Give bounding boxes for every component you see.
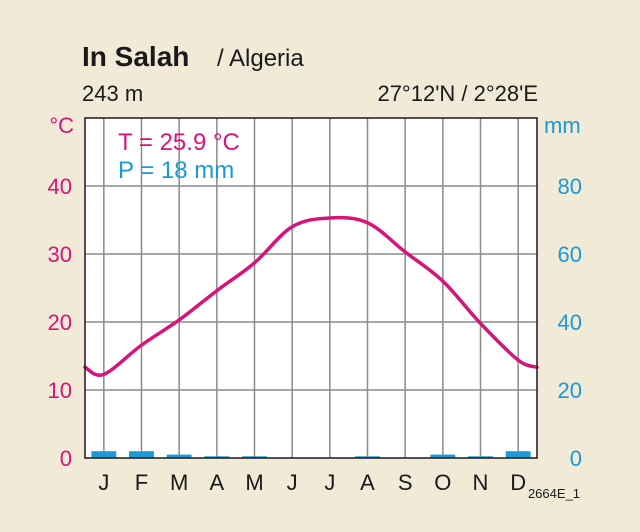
y-tick-left: 10 (48, 378, 72, 403)
country-name: / Algeria (217, 45, 304, 72)
precipitation-bar (204, 456, 230, 458)
y-tick-right: 40 (558, 310, 582, 335)
x-tick-month: S (398, 470, 413, 495)
temperature-line (83, 215, 539, 377)
y-tick-right: 80 (558, 174, 582, 199)
x-tick-month: N (473, 470, 489, 495)
chart-code: 2664E_1 (528, 486, 580, 501)
y-axis-left: 0 10 20 30 40 (48, 174, 72, 471)
coordinates: 27°12'N / 2°28'E (377, 81, 538, 106)
x-tick-month: A (209, 470, 224, 495)
x-tick-month: O (434, 470, 451, 495)
x-tick-month: J (98, 470, 109, 495)
total-precipitation-annotation: P = 18 mm (118, 157, 234, 184)
y-axis-right-unit: mm (544, 113, 581, 138)
x-tick-month: F (135, 470, 148, 495)
y-axis-right: 0 20 40 60 80 (558, 174, 582, 471)
x-tick-month: M (170, 470, 188, 495)
precipitation-bars (91, 451, 531, 458)
y-axis-left-unit: °C (49, 113, 74, 138)
elevation: 243 m (82, 81, 143, 106)
y-tick-left: 30 (48, 242, 72, 267)
precipitation-bar (468, 456, 493, 458)
y-tick-right: 60 (558, 242, 582, 267)
x-tick-month: J (287, 470, 298, 495)
x-tick-month: J (324, 470, 335, 495)
precipitation-bar (129, 451, 154, 458)
grid (85, 118, 537, 458)
y-tick-left: 0 (60, 446, 72, 471)
precipitation-bar (505, 451, 531, 458)
precipitation-bar (91, 451, 117, 458)
precipitation-bar (166, 454, 192, 458)
y-tick-right: 0 (570, 446, 582, 471)
y-tick-left: 20 (48, 310, 72, 335)
y-tick-right: 20 (558, 378, 582, 403)
plot-frame (84, 117, 538, 459)
x-tick-month: A (360, 470, 375, 495)
precipitation-bar (355, 456, 380, 458)
mean-temperature-annotation: T = 25.9 °C (118, 129, 240, 156)
plot-background (85, 118, 537, 458)
precipitation-bar (430, 454, 456, 458)
x-tick-month: D (510, 470, 526, 495)
precipitation-bar (242, 456, 267, 458)
y-tick-left: 40 (48, 174, 72, 199)
station-name: In Salah (82, 41, 189, 72)
x-tick-month: M (245, 470, 263, 495)
